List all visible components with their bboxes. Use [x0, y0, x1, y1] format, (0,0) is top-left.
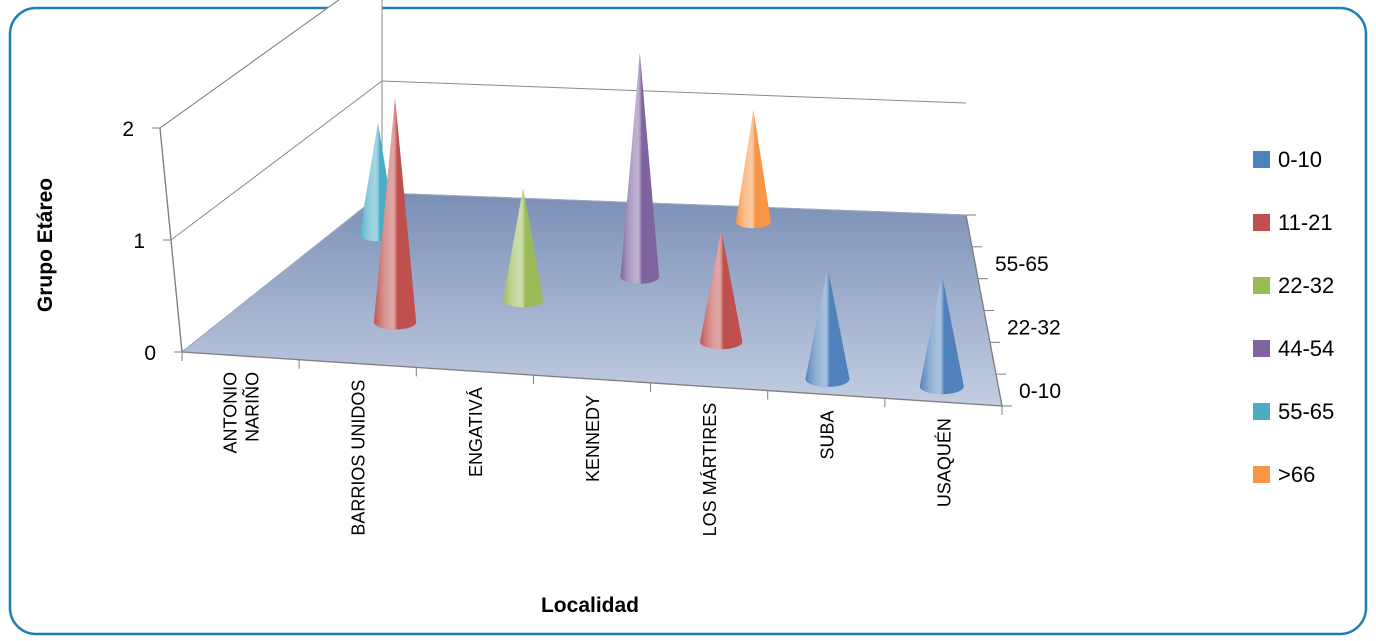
tick-labels: 0 1 2 ANTONIO NARIÑO BARRIOS UNIDOS ENGATIVÁ KE…	[122, 118, 1061, 536]
legend-label: 44-54	[1278, 336, 1334, 361]
x-tick-label: ANTONIO	[221, 372, 241, 454]
axes	[152, 127, 1012, 415]
cone-0-10-USAQUÉN	[919, 274, 964, 395]
cone-shading	[700, 229, 743, 350]
cone-shading	[805, 267, 850, 387]
legend-label: 55-65	[1278, 399, 1334, 424]
y-tick-label: 2	[122, 118, 134, 141]
cone->66-LOS MÁRTIRES	[735, 110, 771, 229]
x-tick-label-group: SUBA	[817, 410, 837, 459]
x-tick-label: NARIÑO	[242, 372, 263, 442]
cone-shading	[502, 188, 544, 308]
cones	[359, 52, 964, 395]
cone-shading	[919, 274, 964, 395]
cone-11-21-BARRIOS UNIDOS	[373, 98, 417, 330]
legend-label: >66	[1278, 462, 1315, 487]
x-tick-label-group: ENGATIVÁ	[466, 387, 486, 477]
legend: 0-10 11-21 22-32 44-54 55-65 >66	[1253, 147, 1334, 487]
cone-shading	[620, 52, 660, 284]
x-axis-line	[181, 351, 1003, 407]
x-tick-label-group: BARRIOS UNIDOS	[349, 380, 369, 536]
cone-22-32-ENGATIVÁ	[502, 188, 544, 308]
cone-11-21-LOS MÁRTIRES	[700, 229, 743, 350]
legend-swatch	[1253, 277, 1270, 294]
cone-0-10-SUBA	[805, 267, 850, 387]
y-tick-label: 1	[133, 230, 145, 253]
gridline	[159, 0, 340, 129]
legend-swatch	[1253, 466, 1270, 483]
x-tick-label: KENNEDY	[583, 395, 603, 482]
x-tick-label: SUBA	[817, 410, 837, 459]
x-tick-label: LOS MÁRTIRES	[700, 403, 720, 537]
x-tick-label-group: USAQUÉN	[934, 418, 954, 507]
legend-swatch	[1253, 151, 1270, 168]
x-tick-label: BARRIOS UNIDOS	[349, 380, 369, 536]
legend-swatch	[1253, 403, 1270, 420]
y-tick-label: 0	[144, 342, 156, 365]
depth-tick-label: 0-10	[1019, 380, 1061, 403]
cone-shading	[373, 98, 417, 330]
depth-tick-label: 55-65	[995, 253, 1049, 276]
legend-label: 11-21	[1278, 210, 1333, 235]
legend-label: 0-10	[1278, 147, 1322, 172]
legend-swatch	[1253, 214, 1270, 231]
y-axis-label: Grupo Etáreo	[34, 178, 57, 312]
x-tick-label: USAQUÉN	[934, 418, 954, 507]
x-tick-label-group: LOS MÁRTIRES	[700, 403, 720, 537]
legend-label: 22-32	[1278, 273, 1334, 298]
x-axis-label: Localidad	[541, 594, 639, 617]
x-tick-label-group: KENNEDY	[583, 395, 603, 482]
legend-swatch	[1253, 340, 1270, 357]
cone-shading	[735, 110, 771, 229]
depth-tick-label: 22-32	[1007, 316, 1061, 339]
cone-44-54-KENNEDY	[620, 52, 660, 284]
x-tick-label: ENGATIVÁ	[466, 387, 486, 477]
x-tick-label-group: ANTONIO NARIÑO	[221, 372, 263, 454]
